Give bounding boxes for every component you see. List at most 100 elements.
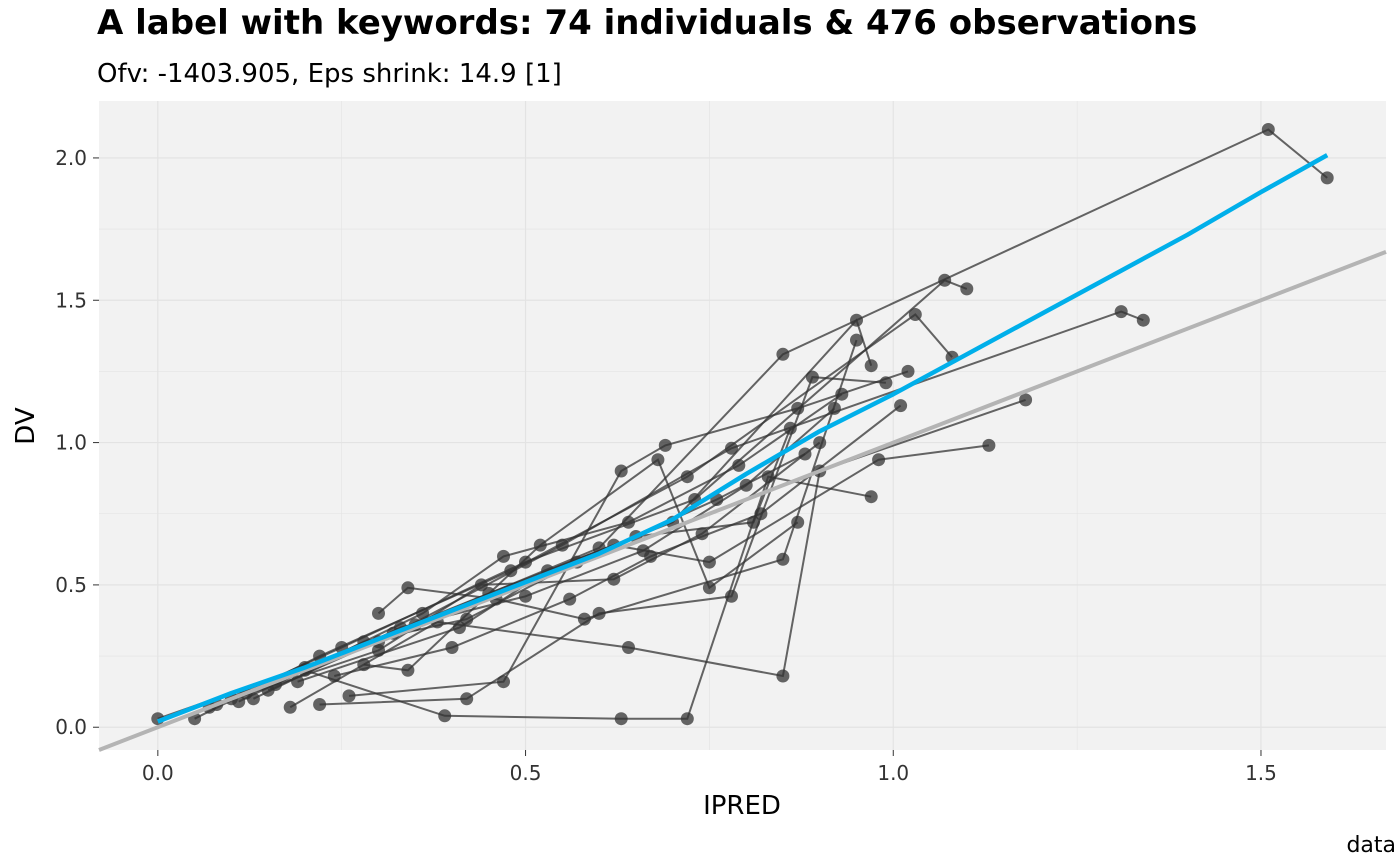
individual-trace (216, 441, 821, 706)
observation-point (805, 370, 819, 384)
observation-point (864, 490, 878, 504)
observation-point (607, 572, 621, 586)
observation-point (761, 470, 775, 484)
observation-point (636, 544, 650, 558)
observation-point (1261, 123, 1275, 136)
caption: data (1346, 833, 1396, 858)
observation-point (519, 589, 532, 603)
observation-point (783, 421, 797, 435)
observation-point (879, 376, 893, 390)
observation-point (702, 581, 716, 595)
observation-point (474, 578, 488, 592)
plot-panel (99, 101, 1386, 750)
observation-point (747, 515, 760, 529)
individual-trace (304, 475, 872, 720)
observation-point (982, 438, 996, 452)
observation-point (342, 689, 356, 703)
observation-point (894, 399, 908, 413)
observation-point (776, 669, 790, 683)
observation-point (702, 555, 716, 569)
observation-point (401, 581, 415, 595)
observation-point (960, 282, 974, 296)
x-tick-label: 0.0 (142, 761, 174, 785)
observation-point (533, 538, 547, 552)
identity-line (98, 249, 1387, 752)
y-tick-label: 0.5 (55, 573, 87, 597)
observation-point (908, 308, 922, 321)
chart-title: A label with keywords: 74 individuals & … (97, 3, 1197, 43)
observation-point (563, 592, 577, 606)
observation-point (592, 606, 606, 620)
observation-point (864, 359, 878, 373)
observation-point (291, 675, 305, 689)
x-tick-label: 1.0 (877, 761, 909, 785)
observation-point (798, 447, 812, 461)
y-tick-label: 2.0 (55, 146, 87, 170)
observation-point (938, 273, 952, 287)
observation-point (680, 712, 694, 726)
observation-point (658, 438, 672, 452)
y-axis-title: DV (11, 407, 41, 445)
observation-point (732, 458, 746, 472)
observation-point (460, 692, 474, 706)
y-tick-label: 1.5 (55, 288, 87, 312)
x-tick-label: 1.5 (1245, 761, 1277, 785)
observation-point (776, 552, 790, 566)
observation-point (327, 669, 341, 683)
observation-point (725, 589, 738, 603)
observation-point (401, 663, 415, 677)
observation-point (850, 333, 863, 347)
observation-point (739, 478, 753, 492)
observation-point (445, 641, 459, 654)
x-axis-title: IPRED (703, 791, 781, 821)
observation-point (1019, 393, 1033, 407)
smooth-line (156, 153, 1329, 724)
observation-point (497, 549, 510, 563)
observation-point (246, 692, 260, 706)
observation-point (827, 401, 841, 415)
observation-point (357, 658, 371, 672)
observation-point (438, 709, 452, 723)
axis-ticks: 0.0 0.5 1.0 1.5 0.0 0.5 1.0 1.5 2.0 (55, 146, 1277, 785)
observation-point (901, 364, 915, 378)
y-tick-label: 0.0 (55, 715, 87, 739)
observation-point (850, 313, 863, 327)
observation-point (416, 606, 430, 620)
observation-point (725, 441, 738, 455)
observation-point (519, 555, 532, 569)
observation-point (452, 621, 466, 635)
individual-trace (319, 376, 886, 706)
x-tick-label: 0.5 (510, 761, 542, 785)
observation-point (460, 612, 474, 626)
grid (99, 101, 1386, 750)
observation-point (651, 453, 665, 467)
observation-point (313, 698, 327, 711)
chart-subtitle: Ofv: -1403.905, Eps shrink: 14.9 [1] (97, 59, 562, 89)
observation-point (622, 515, 635, 529)
observation-point (622, 641, 635, 654)
observation-point (1136, 313, 1150, 327)
observation-point (504, 564, 518, 578)
observation-point (497, 675, 510, 689)
individual-trace (348, 370, 909, 697)
observation-point (577, 612, 591, 626)
observation-point (813, 436, 827, 450)
observation-point (791, 515, 805, 529)
observation-point (283, 700, 297, 714)
observation-point (695, 527, 709, 541)
observation-point (614, 712, 628, 726)
observation-point (614, 464, 628, 478)
observation-point (776, 347, 790, 361)
observation-point (791, 401, 805, 415)
observation-point (680, 470, 694, 484)
observation-point (835, 387, 849, 401)
individual-trace (363, 458, 799, 672)
observation-point (754, 507, 768, 521)
observation-point (1320, 171, 1334, 185)
observation-point (1114, 305, 1128, 319)
observation-point (372, 643, 385, 657)
individual-trace (297, 427, 792, 683)
reference-lines (98, 153, 1387, 752)
observation-point (555, 538, 569, 552)
